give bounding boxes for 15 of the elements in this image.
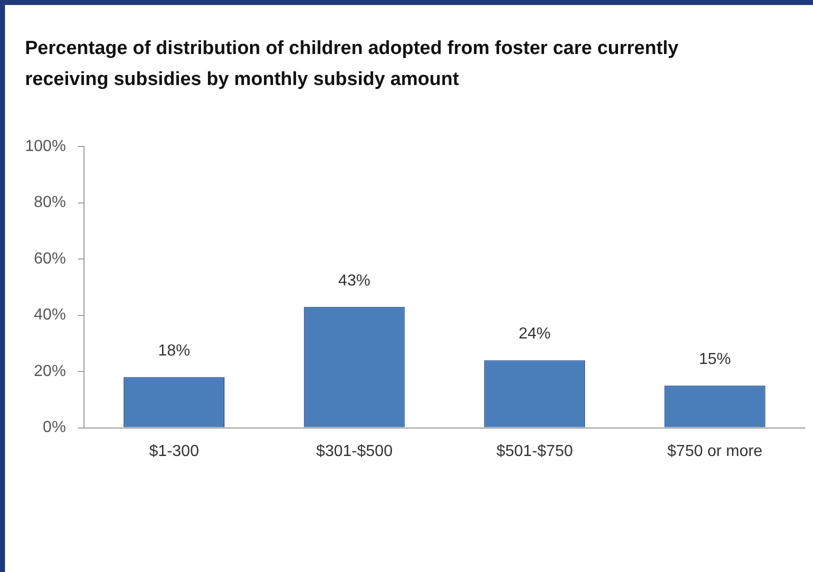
y-tick-label: 100% xyxy=(25,138,66,156)
y-tick-label: 0% xyxy=(42,419,66,436)
y-tick-label: 20% xyxy=(34,362,66,380)
y-tick-label: 80% xyxy=(34,194,66,212)
x-tick-label: $501-$750 xyxy=(496,442,573,460)
y-tick-label: 40% xyxy=(34,306,66,324)
data-label: 24% xyxy=(518,326,551,343)
x-tick-label: $1-300 xyxy=(149,442,200,460)
data-label: 15% xyxy=(698,351,731,368)
x-tick-label: $750 or more xyxy=(667,442,763,460)
data-label: 18% xyxy=(158,342,190,360)
y-tick-label: 60% xyxy=(34,250,66,268)
x-tick-label: $301-$500 xyxy=(316,442,393,460)
data-label: 43% xyxy=(338,272,370,290)
chart-title: Percentage of distribution of children adopted from foster care currently receiving subsidies by monthly subsidy amount xyxy=(25,37,680,92)
